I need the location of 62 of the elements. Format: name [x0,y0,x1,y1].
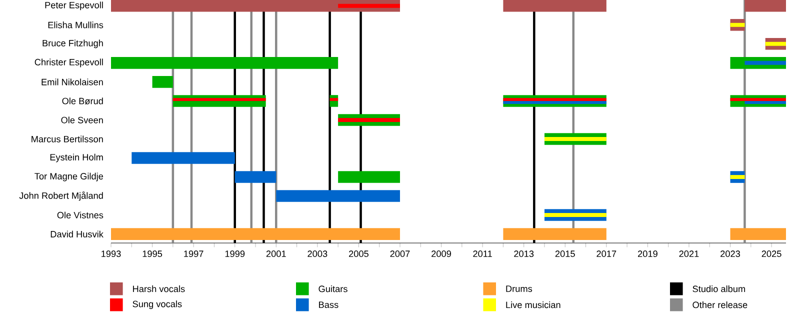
legend-label: Harsh vocals [133,285,185,292]
x-tick-label: 2009 [432,250,452,258]
x-tick-label: 2001 [266,250,286,258]
x-tick-label: 2025 [762,250,782,258]
x-tick-label: 2011 [473,250,492,258]
bar [503,98,606,101]
y-tick-label: Ole Børud [62,98,103,104]
bar [111,0,400,12]
y-tick-label: Eystein Holm [50,154,103,162]
legend-label: Guitars [318,285,348,292]
x-tick-label: 1993 [102,250,121,258]
bar [338,4,400,8]
y-tick-label: David Husvik [50,230,104,238]
bar [503,0,606,12]
bar [132,152,235,164]
y-tick-label: Christer Espevoll [34,58,103,68]
x-tick-label: 2007 [390,250,410,258]
bar [152,76,173,88]
x-tick-label: 2023 [720,250,740,258]
bar [234,171,276,183]
y-tick-label: Elisha Mullins [48,22,104,28]
y-tick-label: Ole Sveen [61,116,103,124]
bar [744,0,786,12]
bar [744,100,786,104]
y-tick-label: Marcus Bertilsson [32,136,103,142]
x-tick-label: 1995 [142,250,162,258]
x-tick-label: 2015 [555,250,575,258]
y-tick-label: Ole Vistnes [57,212,104,218]
y-tick-label: Bruce Fitzhugh [42,40,103,48]
bar [338,118,400,122]
bar [276,190,400,202]
bar [172,98,266,101]
x-tick-label: 2005 [349,250,368,258]
legend-label: Studio album [692,285,745,292]
y-tick-label: John Robert Mjåland [19,191,103,201]
bar [544,136,606,141]
legend-label: Bass [319,302,338,308]
bar [730,22,745,27]
y-tick-label: Peter Espevoll [45,2,103,10]
bar [111,228,400,240]
bar [544,213,606,218]
y-tick-label: Tor Magne Gildje [34,172,104,182]
bar [111,57,338,69]
legend-label: Sung vocals [132,300,182,310]
bar [503,228,606,240]
bar [338,171,400,183]
x-tick-label: 1997 [184,250,204,258]
x-tick-label: 2013 [514,250,534,258]
bar [730,228,786,240]
legend-label: Other release [692,301,748,308]
x-tick-label: 2003 [308,250,328,258]
x-tick-label: 1999 [225,250,245,258]
bar [765,42,786,46]
x-tick-label: 2019 [638,250,658,258]
x-tick-label: 2017 [596,250,616,258]
bar [730,98,786,101]
x-tick-label: 2021 [679,250,699,258]
y-tick-label: Emil Nikolaisen [42,78,103,86]
bar [730,175,745,180]
legend-label: Drums [506,286,532,292]
legend-label: Live musician [506,301,560,308]
bar [330,98,338,101]
